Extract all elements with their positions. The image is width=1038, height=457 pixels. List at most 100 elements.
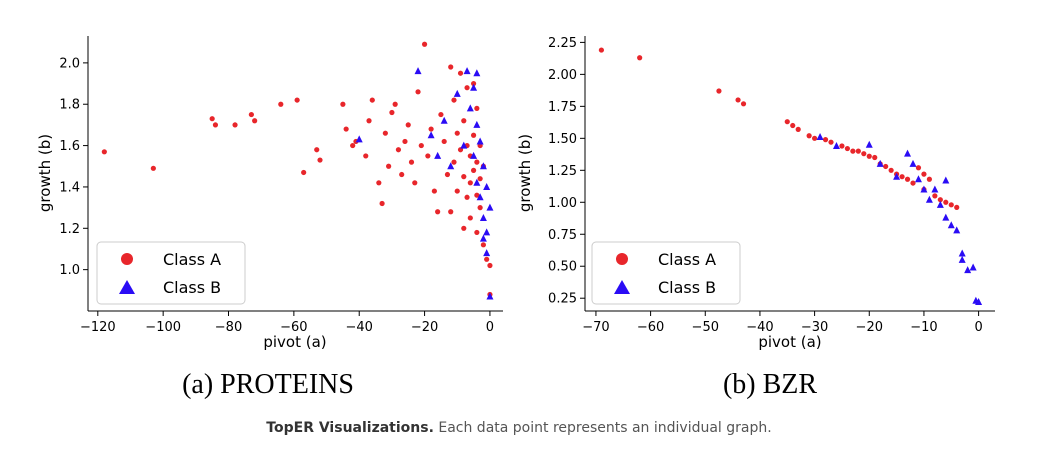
x-tick-label: −40 bbox=[346, 320, 373, 335]
point-class-a bbox=[232, 122, 238, 128]
point-class-b bbox=[447, 162, 455, 170]
point-class-b bbox=[865, 140, 873, 148]
point-class-a bbox=[340, 101, 346, 107]
legend-label-class-a: Class A bbox=[163, 250, 221, 269]
x-tick-label: −40 bbox=[746, 320, 773, 335]
point-class-b bbox=[942, 213, 950, 221]
panel-bzr: −70 −60 −50 −40 −30 −20 −10 0 0.25 0.50 0.75 1.00 1… bbox=[516, 36, 995, 400]
point-class-a bbox=[448, 209, 454, 215]
point-class-b bbox=[909, 159, 917, 167]
point-class-a bbox=[855, 148, 861, 154]
point-class-a bbox=[399, 171, 405, 178]
point-class-a bbox=[474, 192, 480, 198]
point-class-a bbox=[477, 205, 483, 211]
caption-text: Each data point represents an individual… bbox=[433, 420, 772, 436]
x-axis-label: pivot (a) bbox=[263, 333, 326, 351]
y-axis-label: growth (b) bbox=[516, 134, 534, 212]
point-class-b bbox=[434, 151, 442, 159]
point-class-a bbox=[470, 80, 477, 87]
point-class-b bbox=[479, 162, 487, 170]
point-class-a bbox=[412, 180, 418, 186]
x-tick-label: −50 bbox=[692, 320, 719, 335]
point-class-a bbox=[598, 47, 605, 53]
point-class-a bbox=[314, 147, 320, 153]
point-class-b bbox=[832, 142, 840, 149]
point-class-b bbox=[466, 104, 474, 112]
legend-label-class-b: Class B bbox=[163, 278, 221, 297]
x-axis-label: pivot (a) bbox=[758, 333, 821, 351]
point-class-a bbox=[428, 126, 434, 132]
y-tick-label: 0.25 bbox=[548, 292, 577, 307]
x-tick-label: −80 bbox=[215, 320, 242, 335]
y-tick-label: 1.00 bbox=[548, 196, 577, 211]
x-tick-label: −60 bbox=[280, 320, 307, 335]
point-class-a bbox=[461, 118, 467, 124]
caption-title: TopER Visualizations. bbox=[266, 420, 434, 436]
y-ticks: 1.0 1.2 1.4 1.6 1.8 2.0 bbox=[59, 56, 88, 278]
point-class-a bbox=[278, 101, 284, 107]
point-class-b bbox=[479, 234, 487, 242]
x-tick-label: −70 bbox=[582, 320, 609, 335]
point-class-a bbox=[839, 143, 845, 149]
point-class-a bbox=[861, 151, 867, 157]
point-class-a bbox=[812, 135, 818, 141]
point-class-a bbox=[464, 85, 470, 91]
point-class-a bbox=[484, 256, 490, 262]
point-class-b bbox=[486, 203, 494, 211]
point-class-b bbox=[876, 159, 884, 167]
point-class-a bbox=[425, 153, 431, 159]
y-tick-label: 0.75 bbox=[548, 228, 577, 243]
y-tick-label: 1.8 bbox=[59, 98, 80, 113]
point-class-b bbox=[453, 89, 461, 97]
point-class-b bbox=[483, 182, 491, 190]
point-class-b bbox=[440, 116, 448, 124]
point-class-a bbox=[806, 133, 812, 139]
x-tick-label: −20 bbox=[411, 320, 438, 335]
point-class-a bbox=[248, 111, 254, 118]
point-class-b bbox=[931, 185, 939, 193]
y-tick-label: 1.75 bbox=[548, 100, 577, 115]
point-class-b bbox=[483, 249, 491, 257]
x-tick-label: 0 bbox=[486, 320, 494, 335]
point-class-a bbox=[209, 116, 215, 122]
legend: Class A Class B bbox=[591, 241, 741, 305]
point-class-a bbox=[932, 193, 938, 199]
point-class-a bbox=[850, 148, 856, 154]
point-class-a bbox=[926, 176, 933, 182]
point-class-a bbox=[212, 122, 219, 128]
point-class-a bbox=[386, 163, 392, 169]
y-tick-label: 1.25 bbox=[548, 164, 577, 179]
panel-proteins: −120 −100 −80 −60 −40 −20 0 1.0 1.2 1.4 1.6 1.8 2.0… bbox=[36, 36, 503, 400]
point-class-a bbox=[910, 180, 916, 186]
point-class-a bbox=[740, 101, 747, 107]
legend-marker-class-a bbox=[121, 253, 133, 265]
point-class-b bbox=[427, 131, 435, 139]
scatter-points bbox=[101, 41, 494, 300]
point-class-a bbox=[376, 180, 382, 186]
legend-box bbox=[96, 241, 246, 305]
point-class-b bbox=[355, 135, 363, 143]
point-class-a bbox=[405, 122, 411, 128]
point-class-b bbox=[964, 266, 972, 274]
point-class-a bbox=[369, 97, 375, 103]
point-class-a bbox=[301, 169, 307, 176]
point-class-a bbox=[904, 176, 911, 182]
point-class-a bbox=[454, 188, 460, 194]
y-tick-label: 1.6 bbox=[59, 139, 80, 154]
point-class-a bbox=[474, 229, 480, 236]
point-class-a bbox=[474, 159, 480, 165]
point-class-a bbox=[844, 145, 851, 152]
point-class-a bbox=[448, 64, 454, 70]
legend-label-class-a: Class A bbox=[658, 250, 716, 269]
legend: Class A Class B bbox=[96, 241, 246, 305]
point-class-a bbox=[477, 176, 483, 182]
point-class-b bbox=[476, 193, 484, 201]
point-class-a bbox=[795, 126, 801, 132]
point-class-b bbox=[936, 200, 944, 208]
point-class-a bbox=[828, 139, 834, 145]
legend-marker-class-b bbox=[614, 280, 630, 294]
point-class-b bbox=[953, 226, 961, 234]
point-class-b bbox=[460, 141, 468, 149]
x-tick-label: −60 bbox=[637, 320, 664, 335]
x-tick-label: −100 bbox=[145, 320, 181, 335]
